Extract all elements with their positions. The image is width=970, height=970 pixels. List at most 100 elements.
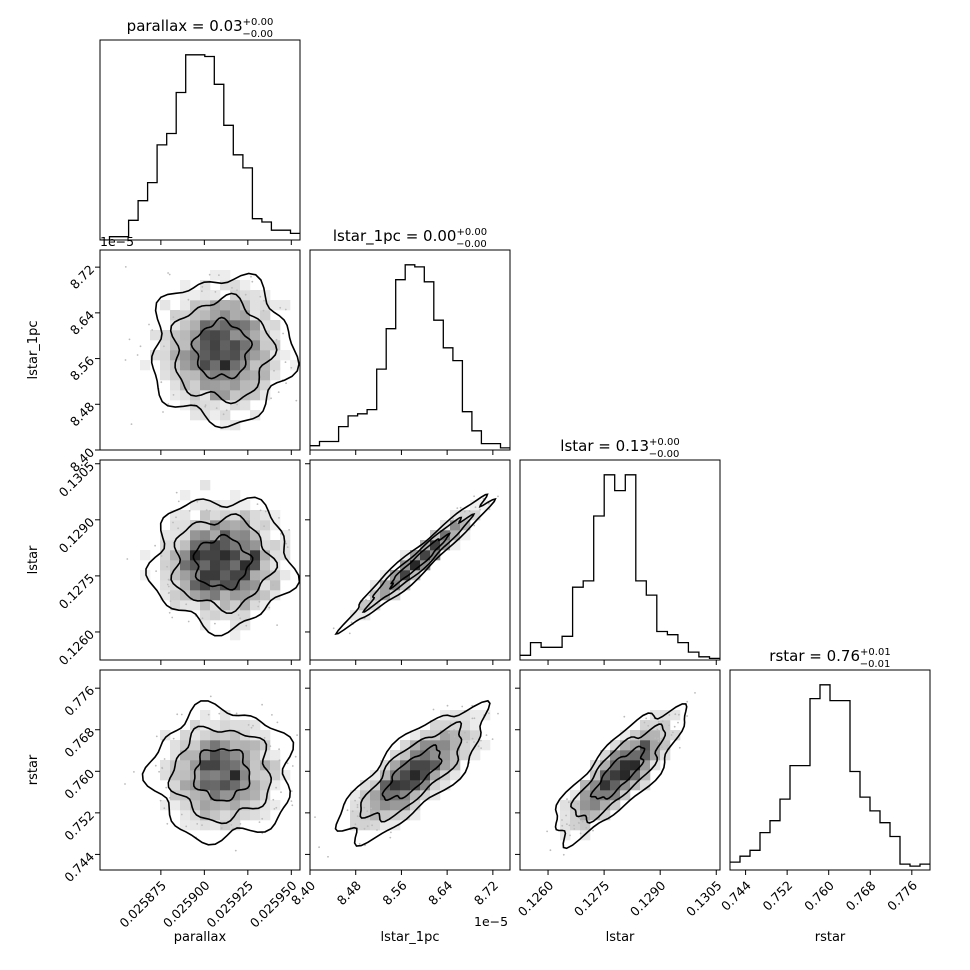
density-cell bbox=[410, 810, 421, 821]
density-cell bbox=[220, 310, 231, 321]
density-cell bbox=[250, 800, 261, 811]
density-cell bbox=[250, 320, 261, 331]
y-tick-label-lstar_1pc: 8.48 bbox=[67, 399, 97, 429]
density-cell bbox=[180, 290, 191, 301]
x-tick-label-rstar: 0.768 bbox=[843, 878, 879, 914]
sample-point bbox=[371, 824, 373, 827]
density-cell bbox=[250, 520, 261, 531]
density-cell bbox=[240, 590, 251, 601]
sample-point bbox=[497, 495, 499, 498]
density-cell bbox=[630, 730, 641, 741]
density-cell bbox=[210, 780, 221, 791]
x-tick-label-lstar: 0.1290 bbox=[627, 878, 669, 920]
sample-point bbox=[204, 405, 207, 408]
density-cell bbox=[230, 360, 241, 371]
y-tick-label-rstar: 0.776 bbox=[61, 683, 97, 719]
sample-point bbox=[290, 800, 293, 802]
sample-point bbox=[269, 745, 272, 748]
x-axis-label-rstar: rstar bbox=[815, 930, 846, 945]
density-cell bbox=[270, 370, 281, 381]
sample-point bbox=[488, 508, 491, 511]
sample-point bbox=[151, 329, 154, 331]
sample-point bbox=[327, 855, 329, 858]
histogram-lstar_1pc bbox=[310, 264, 510, 449]
sample-point bbox=[175, 491, 178, 494]
sample-point bbox=[171, 616, 174, 619]
sample-point bbox=[585, 827, 588, 829]
density-cell bbox=[160, 360, 171, 371]
sample-point bbox=[332, 627, 335, 630]
histogram-step-rstar bbox=[730, 684, 930, 867]
density-cell bbox=[400, 570, 411, 581]
density-cell bbox=[210, 370, 221, 381]
sample-point bbox=[284, 308, 287, 311]
density-cell bbox=[220, 280, 231, 291]
contour-level-1 bbox=[589, 745, 646, 800]
density-cell bbox=[180, 810, 191, 821]
density-cell bbox=[190, 560, 201, 571]
density-cell bbox=[240, 800, 251, 811]
density-cell bbox=[270, 770, 281, 781]
sample-point bbox=[124, 266, 127, 268]
sample-point bbox=[473, 495, 475, 498]
density-cell bbox=[600, 760, 611, 771]
density-cell bbox=[600, 750, 611, 761]
sample-point bbox=[124, 783, 126, 785]
density-cell bbox=[260, 380, 271, 391]
sample-point bbox=[497, 712, 499, 715]
density-cell bbox=[640, 780, 651, 791]
sample-point bbox=[350, 621, 353, 624]
sample-point bbox=[656, 728, 659, 731]
density-cell bbox=[640, 760, 651, 771]
density-cell bbox=[480, 500, 491, 511]
density-cell bbox=[600, 780, 611, 791]
sample-point bbox=[169, 796, 171, 799]
density-cell bbox=[210, 790, 221, 801]
density-cell bbox=[220, 710, 231, 721]
density-cell bbox=[200, 350, 211, 361]
density-cell bbox=[200, 740, 211, 751]
title-parallax: parallax = 0.03+0.00 −0.00 bbox=[127, 17, 274, 40]
density-cell bbox=[450, 520, 461, 531]
sample-point bbox=[258, 821, 261, 823]
density-cell bbox=[640, 750, 651, 761]
density-cell bbox=[210, 300, 221, 311]
sample-point bbox=[187, 298, 190, 301]
density-cell bbox=[210, 760, 221, 771]
sample-point bbox=[280, 533, 282, 535]
density-cell bbox=[210, 590, 221, 601]
x-tick-label-lstar: 0.1275 bbox=[571, 878, 613, 920]
histogram-rstar bbox=[730, 684, 930, 867]
density-cell bbox=[450, 740, 461, 751]
density-cell bbox=[180, 600, 191, 611]
sample-point bbox=[209, 695, 212, 698]
sample-point bbox=[130, 423, 133, 425]
density-cell bbox=[270, 570, 281, 581]
x-axis-label-lstar_1pc: lstar_1pc bbox=[381, 930, 440, 945]
density-cell bbox=[440, 760, 451, 771]
density-cell bbox=[390, 790, 401, 801]
density-cell bbox=[230, 570, 241, 581]
panel-parallax-vs-rstar bbox=[124, 695, 298, 852]
density-cell bbox=[210, 820, 221, 831]
density-cell bbox=[380, 790, 391, 801]
density-cell bbox=[200, 550, 211, 561]
density-cell bbox=[250, 530, 261, 541]
sample-point bbox=[389, 836, 392, 839]
density-cell bbox=[440, 740, 451, 751]
y-tick-label-rstar: 0.752 bbox=[61, 807, 97, 843]
density-cell bbox=[180, 580, 191, 591]
density-cell bbox=[140, 550, 151, 561]
density-cell bbox=[240, 400, 251, 411]
sample-point bbox=[252, 724, 254, 727]
density-cell bbox=[200, 330, 211, 341]
density-cell bbox=[250, 390, 261, 401]
density-cell bbox=[570, 810, 581, 821]
density-cell bbox=[270, 550, 281, 561]
contour-level-2 bbox=[359, 720, 463, 823]
density-cell bbox=[210, 740, 221, 751]
sample-point bbox=[167, 585, 170, 588]
density-cell bbox=[190, 310, 201, 321]
sample-point bbox=[549, 849, 552, 852]
